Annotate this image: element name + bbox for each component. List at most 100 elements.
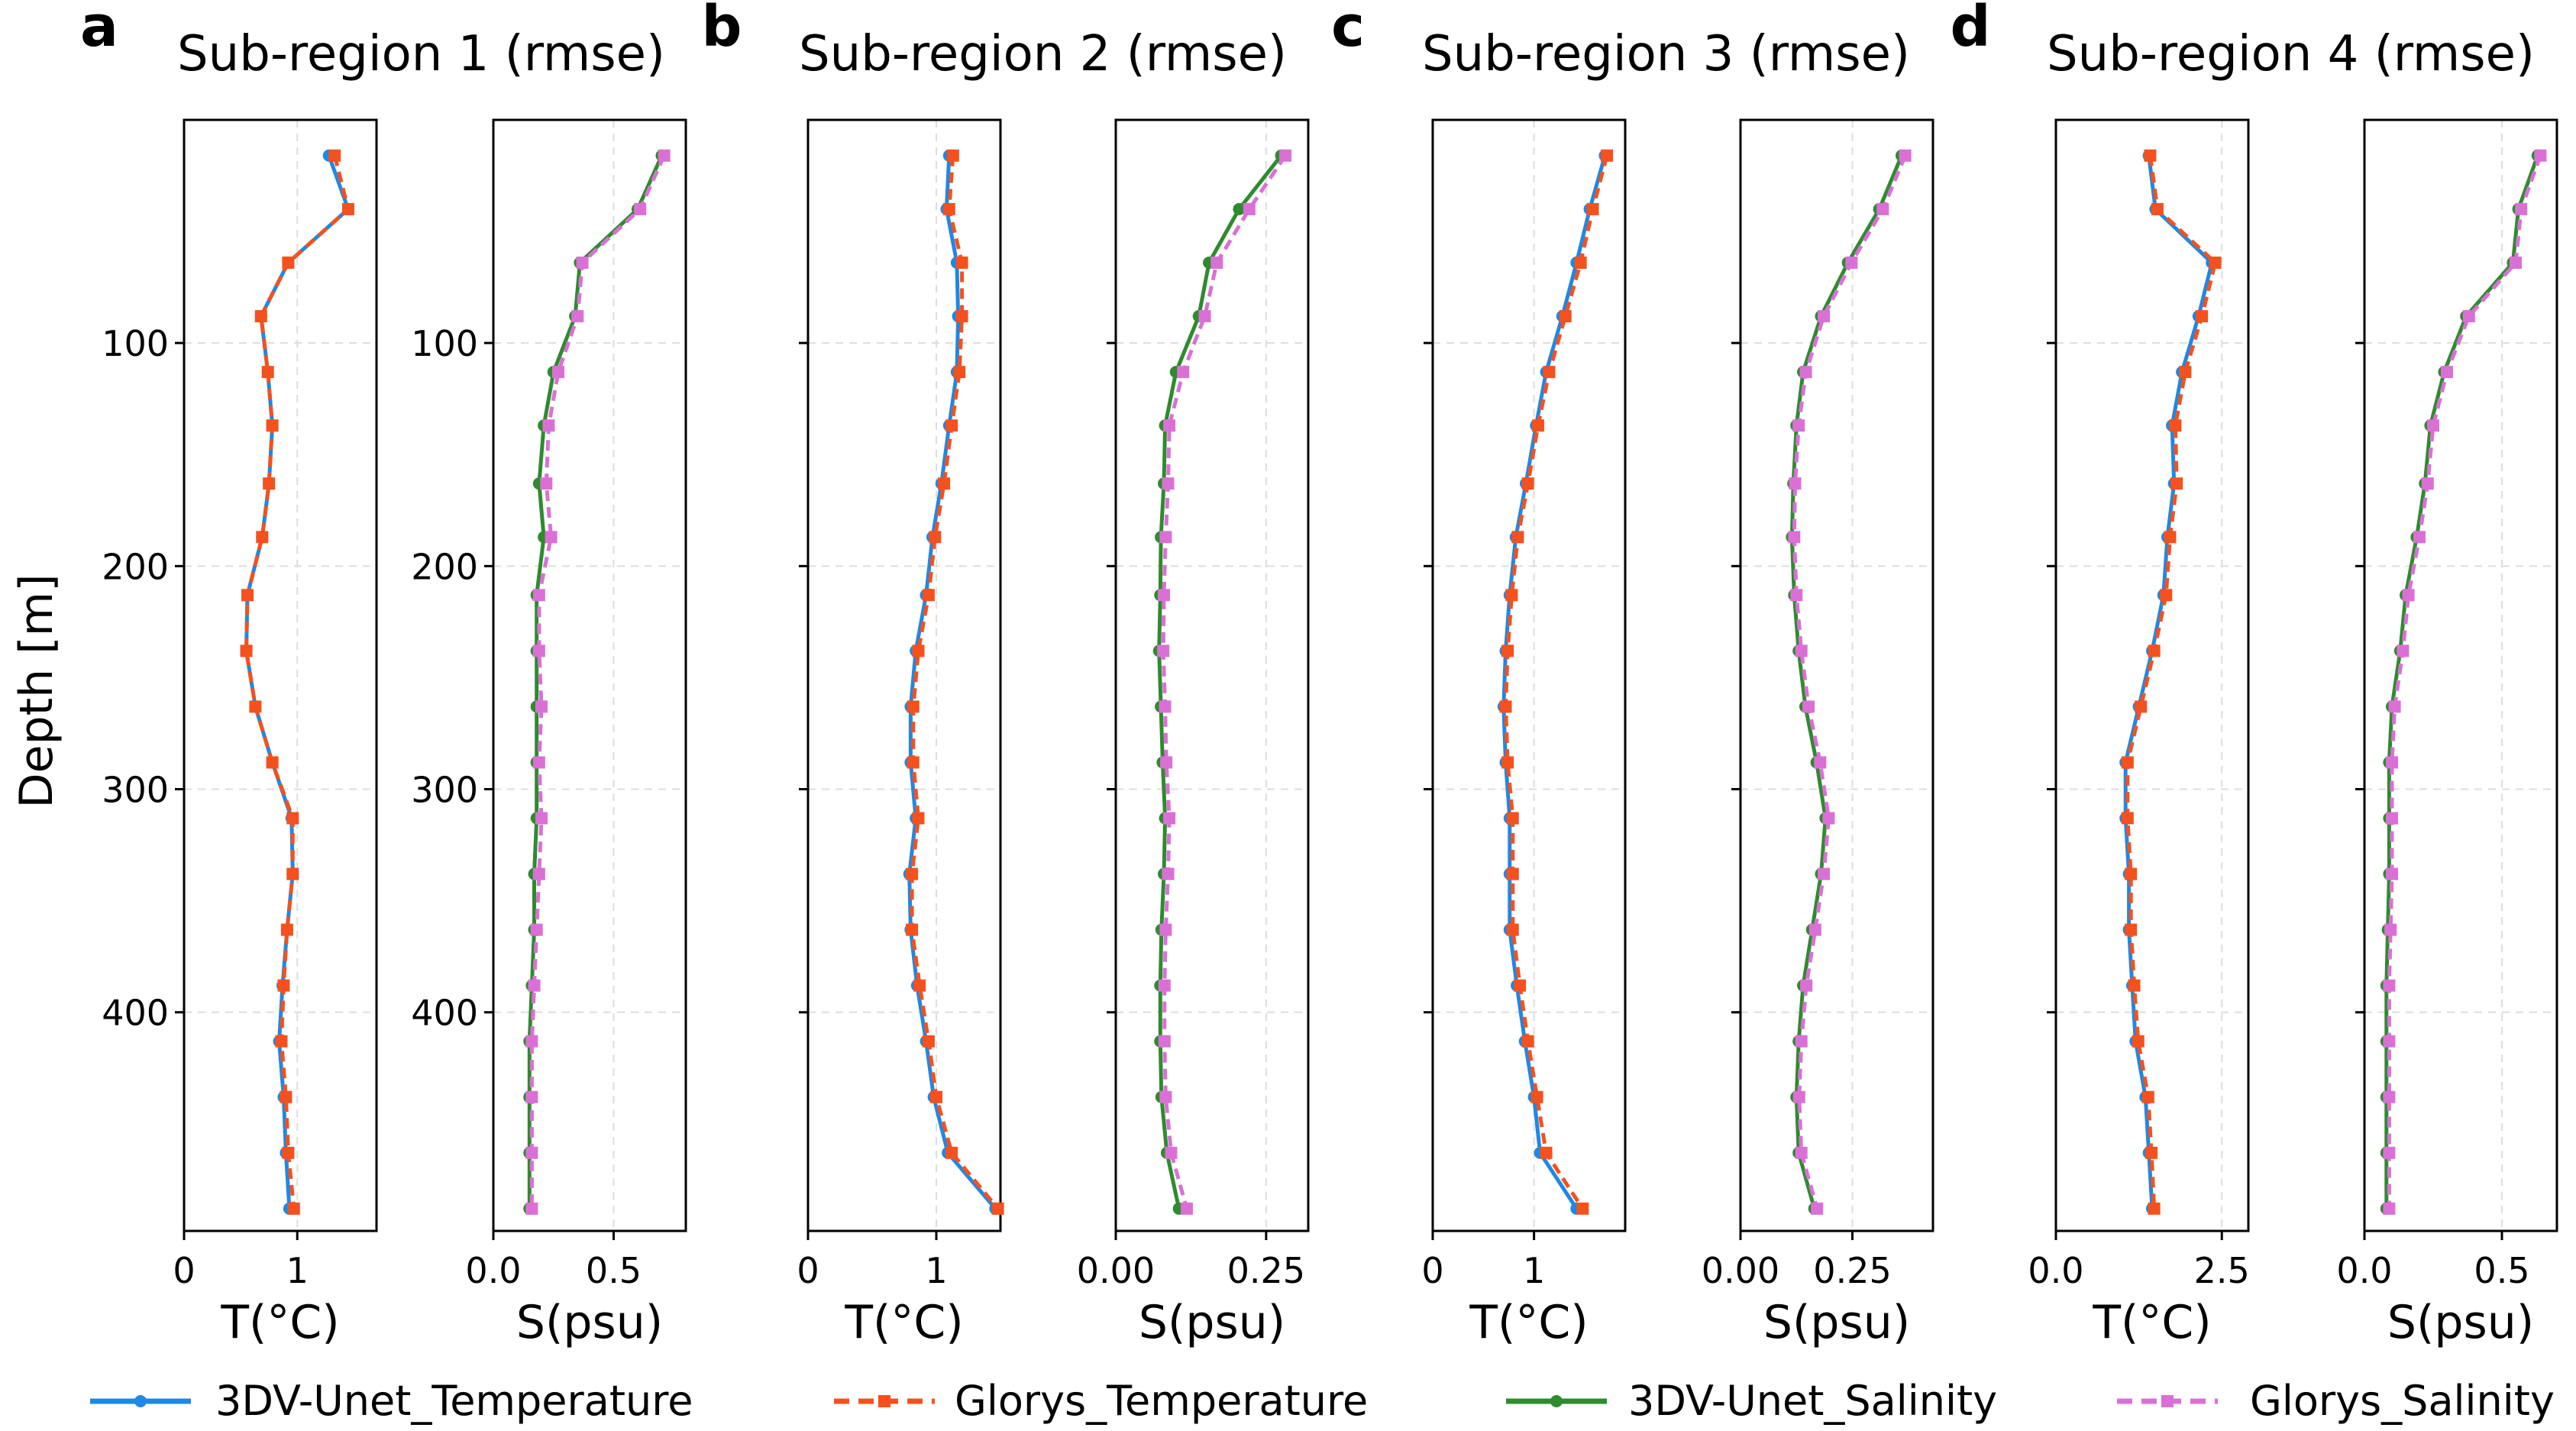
glorys-salinity-a-point (540, 477, 553, 490)
unet-salinity-c-line (1789, 154, 1904, 1210)
glorys-salinity-c-point (1845, 256, 1858, 269)
glorys-salinity-b-point (1159, 531, 1172, 544)
glorys-salinity-d-point (2515, 202, 2528, 215)
temp-a-axes-frame (183, 118, 378, 1232)
glorys-temperature-c-point (1543, 366, 1556, 379)
glorys-salinity-c-point (1808, 923, 1821, 936)
glorys-temperature-c-point (1530, 1090, 1543, 1103)
glorys-temperature-a-point (241, 589, 254, 602)
glorys-salinity-b-point (1198, 310, 1211, 323)
glorys-salinity-a-point (532, 644, 545, 657)
glorys-salinity-b-point (1158, 979, 1171, 992)
glorys-salinity-d-point (2510, 256, 2522, 269)
glorys-temperature-d-point (2160, 589, 2173, 602)
sal-b-xlabel: S(psu) (1139, 1296, 1285, 1349)
glorys-salinity-c-point (1822, 812, 1835, 825)
glorys-temperature-a-point (282, 1146, 295, 1159)
panel-a: a Sub-region 1 (rmse) 100 200 300 400 0 1 T(°C) 1… (80, 0, 687, 1349)
glorys-temperature-a-point (286, 812, 299, 825)
temp-a-xtick-label: 1 (286, 1250, 309, 1291)
glorys-temperature-b-point (945, 1146, 958, 1159)
glorys-salinity-c-point (1795, 644, 1808, 657)
glorys-temperature-c-point (1514, 979, 1527, 992)
glorys-temperature-d-point (2128, 979, 2141, 992)
legend-entry-glorys-salinity: Glorys_Salinity (2117, 1377, 2555, 1425)
glorys-temperature-c-point (1531, 419, 1544, 432)
glorys-salinity-d-point (2427, 419, 2439, 432)
legend-entry-3dv-unet-salinity: 3DV-Unet_Salinity (1506, 1377, 1997, 1425)
glorys-salinity-d-point (2421, 477, 2434, 490)
glorys-salinity-b-point (1158, 1035, 1171, 1048)
glorys-temperature-d-point (2164, 531, 2177, 544)
glorys-temperature-b-line (910, 155, 1000, 1210)
temp-a-ytick-label: 400 (102, 993, 169, 1034)
temp-c-xtick-label: 0 (1421, 1250, 1443, 1291)
legend: 3DV-Unet_Temperature Glorys_Temperature … (90, 1377, 2555, 1425)
sal-c-axes-frame (1739, 118, 1934, 1232)
temp-d-xtick-label: 0.0 (2028, 1250, 2083, 1291)
glorys-salinity-a-point (532, 756, 545, 769)
glorys-temperature-c-point (1540, 1146, 1553, 1159)
glorys-temperature-b-point (942, 202, 955, 215)
glorys-temperature-a-point (282, 256, 295, 269)
sal-b-axes-frame (1114, 118, 1310, 1232)
glorys-temperature-c-point (1511, 531, 1524, 544)
glorys-temperature-b-point (953, 366, 966, 379)
glorys-salinity-a-point (545, 531, 558, 544)
glorys-salinity-c-point (1790, 589, 1803, 602)
glorys-temperature-a-line (244, 155, 351, 1210)
glorys-salinity-c-point (1818, 867, 1831, 880)
glorys-temperature-c-point (1506, 812, 1519, 825)
sal-a-xtick-label: 0.0 (465, 1250, 521, 1291)
glorys-temperature-d-point (2196, 310, 2209, 323)
glorys-temperature-b-point (929, 531, 942, 544)
glorys-temperature-c-point (1499, 700, 1512, 713)
glorys-temperature-c-point (1521, 477, 1534, 490)
glorys-temperature-c-point (1559, 310, 1572, 323)
glorys-temperature-b-point (907, 756, 920, 769)
temp-c-xtick-label: 1 (1523, 1250, 1545, 1291)
glorys-temperature-a-point (266, 419, 279, 432)
glorys-salinity-c-point (1876, 202, 1889, 215)
glorys-salinity-d-point (2462, 310, 2475, 323)
glorys-salinity-b-point (1177, 366, 1190, 379)
unet-salinity-a-line (527, 154, 664, 1209)
temp-b-xlabel: T(°C) (844, 1296, 963, 1349)
glorys-salinity-c-point (1799, 366, 1812, 379)
glorys-temperature-b-point (907, 700, 920, 713)
glorys-salinity-a-point (542, 419, 555, 432)
glorys-salinity-a-point (530, 923, 543, 936)
glorys-temperature-c-point (1574, 256, 1587, 269)
unet-salinity-d-line (2384, 154, 2540, 1209)
glorys-salinity-a-point (535, 700, 548, 713)
glorys-temperature-a-point (341, 202, 354, 215)
glorys-salinity-b-point (1210, 256, 1223, 269)
glorys-temperature-b-point (922, 589, 935, 602)
glorys-salinity-a-line (529, 154, 666, 1209)
glorys-salinity-b-point (1162, 477, 1175, 490)
temp-c-axes-frame (1431, 118, 1627, 1232)
glorys-salinity-b-point (1180, 1202, 1193, 1215)
glorys-temperature-d-point (2121, 756, 2134, 769)
sal-d-xlabel: S(psu) (2387, 1296, 2534, 1349)
glorys-salinity-d-point (2388, 700, 2401, 713)
glorys-salinity-c-point (1792, 1090, 1805, 1103)
glorys-salinity-d-point (2413, 531, 2426, 544)
glorys-temperature-b-point (906, 867, 919, 880)
glorys-temperature-d-point (2145, 1146, 2158, 1159)
panel-letter-c: c (1331, 0, 1365, 60)
panel-title-b: Sub-region 2 (rmse) (799, 26, 1287, 82)
glorys-salinity-b-point (1279, 149, 1292, 162)
sal-a-ytick-label: 400 (411, 993, 478, 1034)
temp-d-xtick-label: 2.5 (2194, 1250, 2250, 1291)
glorys-temperature-b-point (991, 1202, 1004, 1215)
glorys-salinity-b-point (1159, 700, 1172, 713)
glorys-salinity-a-point (525, 1146, 538, 1159)
glorys-temperature-a-point (277, 979, 290, 992)
glorys-salinity-a-point (535, 812, 548, 825)
glorys-salinity-b-point (1158, 589, 1170, 602)
glorys-salinity-d-point (2383, 1146, 2396, 1159)
glorys-temperature-b-point (913, 979, 926, 992)
sal-d-axes-frame (2363, 118, 2558, 1232)
